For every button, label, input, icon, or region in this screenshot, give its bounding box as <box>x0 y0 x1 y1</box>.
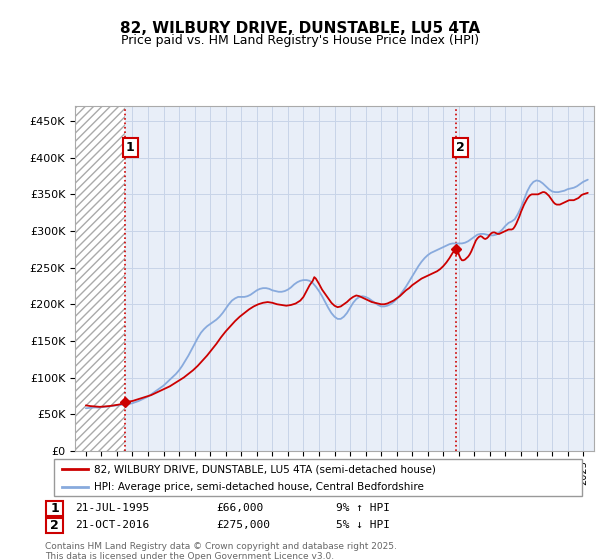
Text: 21-OCT-2016: 21-OCT-2016 <box>75 520 149 530</box>
Text: 82, WILBURY DRIVE, DUNSTABLE, LU5 4TA (semi-detached house): 82, WILBURY DRIVE, DUNSTABLE, LU5 4TA (s… <box>94 464 436 474</box>
Text: 82, WILBURY DRIVE, DUNSTABLE, LU5 4TA: 82, WILBURY DRIVE, DUNSTABLE, LU5 4TA <box>120 21 480 36</box>
Text: 2: 2 <box>50 519 59 532</box>
Text: 2: 2 <box>456 141 465 154</box>
Text: 21-JUL-1995: 21-JUL-1995 <box>75 503 149 514</box>
Text: £66,000: £66,000 <box>216 503 263 514</box>
Text: Contains HM Land Registry data © Crown copyright and database right 2025.
This d: Contains HM Land Registry data © Crown c… <box>45 542 397 560</box>
Text: 1: 1 <box>50 502 59 515</box>
Text: Price paid vs. HM Land Registry's House Price Index (HPI): Price paid vs. HM Land Registry's House … <box>121 34 479 46</box>
Text: 1: 1 <box>125 141 134 154</box>
Text: 9% ↑ HPI: 9% ↑ HPI <box>336 503 390 514</box>
Text: £275,000: £275,000 <box>216 520 270 530</box>
Text: HPI: Average price, semi-detached house, Central Bedfordshire: HPI: Average price, semi-detached house,… <box>94 482 424 492</box>
Text: 5% ↓ HPI: 5% ↓ HPI <box>336 520 390 530</box>
